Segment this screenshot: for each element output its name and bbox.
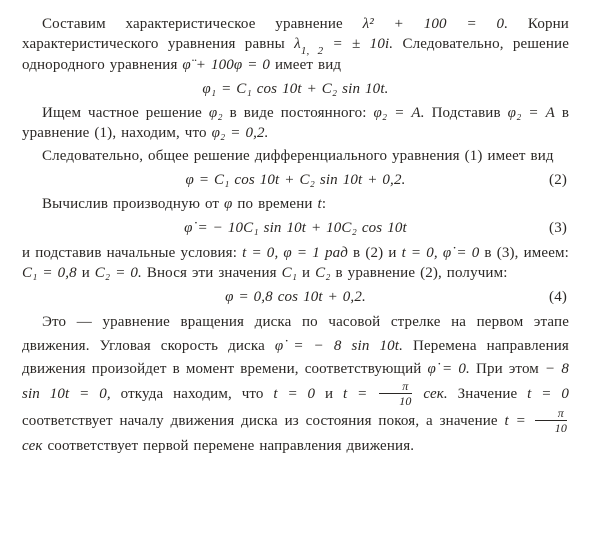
text: Внося эти значения: [147, 265, 282, 281]
math-inline: λ² + 100 = 0.: [363, 16, 509, 32]
equation-phi1: φ₁ = C₁ cos 10t + C₂ sin 10t.: [22, 79, 569, 99]
text: При этом: [476, 361, 545, 377]
math: φ = C₁ cos 10t + C₂ sin 10t + 0,2.: [185, 172, 405, 188]
math-inline: φ₂: [209, 105, 223, 121]
text: Вычислив производную от: [42, 196, 224, 212]
paragraph-5: и подставив начальные условия: t = 0, φ …: [22, 243, 569, 284]
text: Составим характеристическое уравнение: [42, 16, 363, 32]
text: в (2) и: [353, 245, 402, 261]
sym: λ: [294, 36, 301, 52]
text: имеет вид: [275, 57, 341, 73]
denominator: 10: [535, 421, 567, 434]
math-inline: φ̇ = − 8 sin 10t.: [275, 338, 403, 354]
text: и подставив начальные условия:: [22, 245, 242, 261]
equation-2: φ = C₁ cos 10t + C₂ sin 10t + 0,2. (2): [22, 170, 569, 190]
sub: 1, 2: [301, 45, 323, 57]
math: φ₁ = C₁ cos 10t + C₂ sin 10t.: [202, 81, 388, 97]
math-inline: C₁: [282, 265, 298, 281]
equation-3: φ̇ = − 10C₁ sin 10t + 10C₂ cos 10t (3): [22, 218, 569, 238]
text: по времени: [237, 196, 317, 212]
page: Составим характеристическое уравнение λ²…: [0, 0, 589, 468]
text: Подставив: [432, 105, 508, 121]
text: и: [82, 265, 95, 281]
math-inline: C₁ = 0,8: [22, 265, 77, 281]
math-inline: t = 0: [527, 386, 569, 402]
math-inline: φ: [224, 196, 232, 212]
math-inline: λ1, 2 = ± 10i.: [294, 36, 393, 52]
numerator: π: [535, 407, 567, 421]
math-inline: φ₂ = A.: [373, 105, 424, 121]
math-inline: φ₂ = 0,2.: [212, 125, 269, 141]
equation-number: (2): [549, 170, 567, 190]
math-inline: t =: [343, 386, 377, 402]
fraction: π10: [535, 407, 567, 434]
text: в (3), имеем:: [484, 245, 569, 261]
paragraph-2: Ищем частное решение φ₂ в виде постоянно…: [22, 103, 569, 144]
math-inline: φ̇ = 0.: [428, 361, 470, 377]
text: соответствует первой перемене направлени…: [48, 438, 415, 454]
text: откуда находим, что: [121, 386, 274, 402]
text: Ищем частное решение: [42, 105, 209, 121]
math-inline: φ₂ = A: [508, 105, 555, 121]
math-inline: C₂ = 0.: [95, 265, 142, 281]
math-inline: t = 0, φ̇ = 0: [402, 245, 480, 261]
math: φ̇ = − 10C₁ sin 10t + 10C₂ cos 10t: [184, 220, 407, 236]
paragraph-4: Вычислив производную от φ по времени t:: [22, 194, 569, 214]
sym: = ± 10i.: [323, 36, 393, 52]
math-inline: φ̈ + 100φ = 0: [182, 57, 270, 73]
text: Значение: [458, 386, 528, 402]
text: и: [302, 265, 315, 281]
text: в виде постоянного:: [230, 105, 374, 121]
paragraph-6: Это — уравнение вращения диска по часово…: [22, 311, 569, 458]
equation-number: (4): [549, 287, 567, 307]
math-inline: C₂: [315, 265, 331, 281]
paragraph-1: Составим характеристическое уравнение λ²…: [22, 14, 569, 75]
fraction: π10: [379, 380, 411, 407]
text: :: [322, 196, 326, 212]
unit: сек.: [423, 386, 447, 402]
equation-number: (3): [549, 218, 567, 238]
text: и: [325, 386, 343, 402]
text: соответствует началу движения диска из с…: [22, 413, 505, 429]
text: Следовательно, общее решение дифференциа…: [42, 148, 554, 164]
math-inline: t = 0, φ = 1 рад: [242, 245, 348, 261]
math: φ = 0,8 cos 10t + 0,2.: [225, 289, 366, 305]
text: в уравнение (2), получим:: [336, 265, 508, 281]
paragraph-3: Следовательно, общее решение дифференциа…: [22, 146, 569, 166]
math-inline: t = 0: [273, 386, 315, 402]
numerator: π: [379, 380, 411, 394]
unit: сек: [22, 438, 43, 454]
equation-4: φ = 0,8 cos 10t + 0,2. (4): [22, 287, 569, 307]
denominator: 10: [379, 394, 411, 407]
math-inline: t =: [505, 413, 533, 429]
